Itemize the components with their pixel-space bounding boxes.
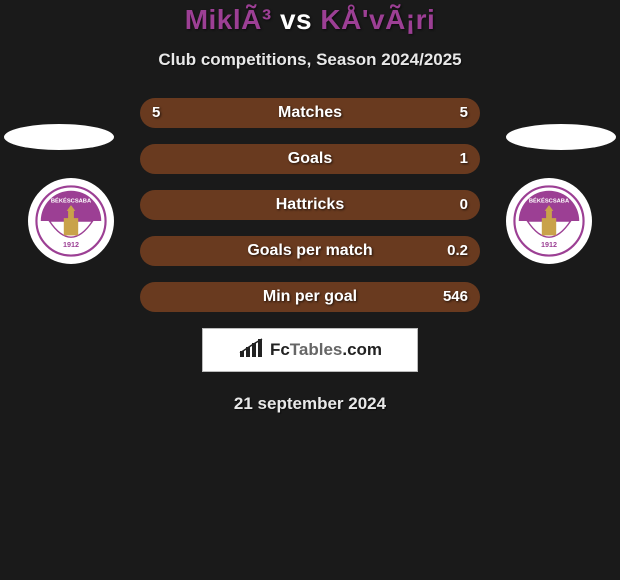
stat-value-right: 0.2 bbox=[447, 236, 468, 266]
player-ellipse-left bbox=[4, 124, 114, 150]
page-title: MiklÃ³ vs KÅ'vÃ¡ri bbox=[0, 4, 620, 36]
date-label: 21 september 2024 bbox=[0, 394, 620, 414]
stat-label: Goals bbox=[288, 150, 332, 168]
stat-row: Matches 5 5 bbox=[140, 98, 480, 128]
subtitle: Club competitions, Season 2024/2025 bbox=[0, 50, 620, 70]
stat-row: Min per goal 546 bbox=[140, 282, 480, 312]
stat-value-right: 1 bbox=[460, 144, 468, 174]
stat-value-left: 5 bbox=[152, 98, 160, 128]
svg-text:1912: 1912 bbox=[63, 240, 79, 249]
stat-row: Hattricks 0 bbox=[140, 190, 480, 220]
player-ellipse-right bbox=[506, 124, 616, 150]
stat-label: Min per goal bbox=[263, 288, 357, 306]
stat-value-right: 5 bbox=[460, 98, 468, 128]
comparison-card: MiklÃ³ vs KÅ'vÃ¡ri Club competitions, Se… bbox=[0, 0, 620, 580]
stat-value-right: 0 bbox=[460, 190, 468, 220]
stat-value-right: 546 bbox=[443, 282, 468, 312]
stat-row: Goals per match 0.2 bbox=[140, 236, 480, 266]
stat-label: Matches bbox=[278, 104, 342, 122]
source-logo-text: FcTables.com bbox=[270, 340, 382, 360]
club-badge-left: BÉKÉSCSABA 1912 bbox=[28, 178, 114, 264]
club-badge-right: BÉKÉSCSABA 1912 bbox=[506, 178, 592, 264]
stat-label: Goals per match bbox=[247, 242, 372, 260]
source-logo[interactable]: FcTables.com bbox=[202, 328, 418, 372]
stat-label: Hattricks bbox=[276, 196, 344, 214]
stats-table: Matches 5 5 Goals 1 Hattricks 0 Goals per match… bbox=[140, 98, 480, 312]
svg-text:1912: 1912 bbox=[541, 240, 557, 249]
chart-icon bbox=[238, 337, 264, 364]
stat-row: Goals 1 bbox=[140, 144, 480, 174]
